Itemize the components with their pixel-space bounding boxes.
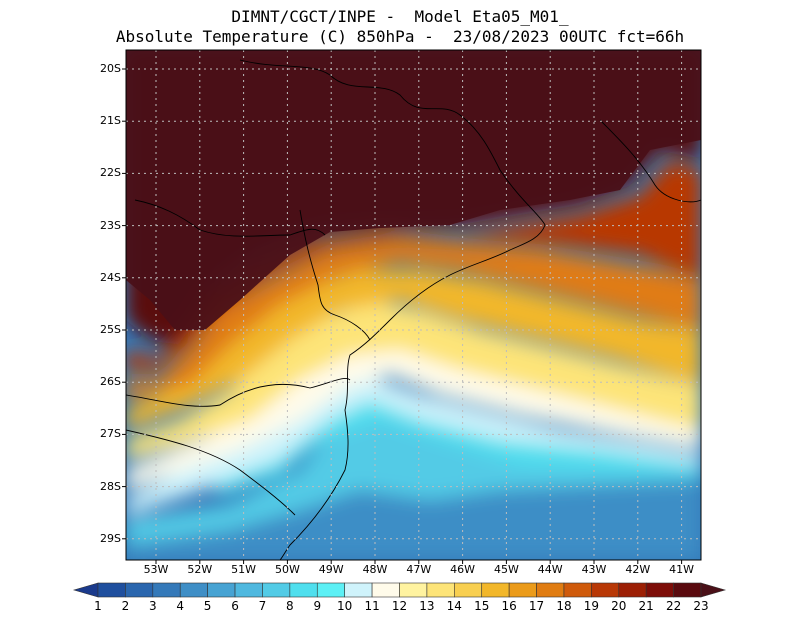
map-title-line2: Absolute Temperature (C) 850hPa - 23/08/…: [115, 27, 685, 46]
lon-label: 43W: [581, 563, 607, 576]
colorbar-label: 23: [693, 599, 709, 613]
colorbar-segment: [481, 582, 510, 598]
lon-label: 51W: [231, 563, 257, 576]
temperature-field: [126, 50, 701, 560]
colorbar-segment: [563, 582, 592, 598]
lat-label: 20S: [100, 62, 121, 75]
lat-label: 25S: [100, 323, 121, 336]
colorbar-label: 2: [121, 599, 130, 613]
colorbar-segment: [371, 582, 400, 598]
colorbar-label: 17: [528, 599, 545, 613]
colorbar-segment: [454, 582, 483, 598]
lon-label: 52W: [187, 563, 213, 576]
colorbar-segment: [179, 582, 208, 598]
colorbar-label: 18: [556, 599, 572, 613]
colorbar-segment: [262, 582, 291, 598]
colorbar-label: 19: [583, 599, 599, 613]
lon-label: 50W: [274, 563, 300, 576]
lat-label: 24S: [100, 270, 121, 284]
colorbar-label: 15: [474, 599, 490, 613]
lat-label: 22S: [100, 166, 121, 180]
colorbar-segment: [289, 582, 318, 598]
colorbar-label: 16: [501, 599, 517, 613]
colorbar-segment: [97, 582, 126, 598]
lon-label: 49W: [318, 563, 344, 576]
colorbar-label: 13: [419, 599, 435, 613]
colorbar-arrow-right: [700, 582, 727, 598]
colorbar-label: 4: [176, 599, 185, 613]
map-title-line1: DIMNT/CGCT/INPE - Model Eta05_M01_: [231, 7, 569, 26]
lon-label: 44W: [537, 563, 563, 576]
lat-label: 23S: [100, 218, 121, 232]
colorbar-segment: [645, 582, 674, 598]
colorbar-label: 10: [337, 599, 353, 613]
colorbar-label: 22: [665, 599, 682, 613]
lat-label: 28S: [100, 479, 121, 493]
colorbar-label: 12: [391, 599, 408, 613]
axis-ticks: [122, 68, 683, 564]
colorbar-arrow-left: [72, 582, 99, 598]
political-boundaries: [126, 59, 701, 560]
colorbar-segment: [673, 582, 702, 598]
colorbar-label: 1: [94, 599, 102, 613]
colorbar-segment: [316, 582, 345, 598]
colorbar-segment: [426, 582, 455, 598]
lon-label: 41W: [669, 563, 695, 576]
colorbar-label: 7: [258, 599, 267, 613]
lon-label: 45W: [493, 563, 519, 576]
lat-lon-grid: [126, 50, 701, 560]
lat-label: 29S: [100, 531, 121, 545]
colorbar-segment: [234, 582, 263, 598]
colorbar-label: 11: [364, 599, 380, 613]
colorbar-label: 5: [203, 599, 212, 613]
colorbar-segment: [125, 582, 154, 598]
colorbar-segment: [591, 582, 620, 598]
colorbar-segment: [399, 582, 428, 598]
lon-label: 47W: [406, 563, 432, 576]
colorbar-segment: [618, 582, 647, 598]
lon-label: 53W: [143, 563, 169, 576]
colorbar-segment: [508, 582, 537, 598]
colorbar-label: 9: [313, 599, 322, 613]
colorbar-segment: [207, 582, 236, 598]
colorbar-label: 20: [611, 599, 627, 613]
lon-label: 46W: [450, 563, 476, 576]
lat-label: 21S: [100, 114, 121, 128]
colorbar-segment: [152, 582, 181, 598]
colorbar-segment: [536, 582, 565, 598]
colorbar-segment: [344, 582, 373, 598]
colorbar-label: 14: [446, 599, 462, 613]
colorbar-label: 6: [231, 599, 239, 613]
colorbar-label: 3: [148, 599, 157, 613]
lat-label: 27S: [100, 427, 121, 441]
colorbar-label: 8: [286, 599, 294, 613]
lon-label: 42W: [625, 563, 651, 576]
colorbar-label: 21: [638, 599, 654, 613]
lon-label: 48W: [362, 563, 388, 576]
colorbar: [72, 582, 727, 598]
lat-label: 26S: [100, 375, 121, 389]
